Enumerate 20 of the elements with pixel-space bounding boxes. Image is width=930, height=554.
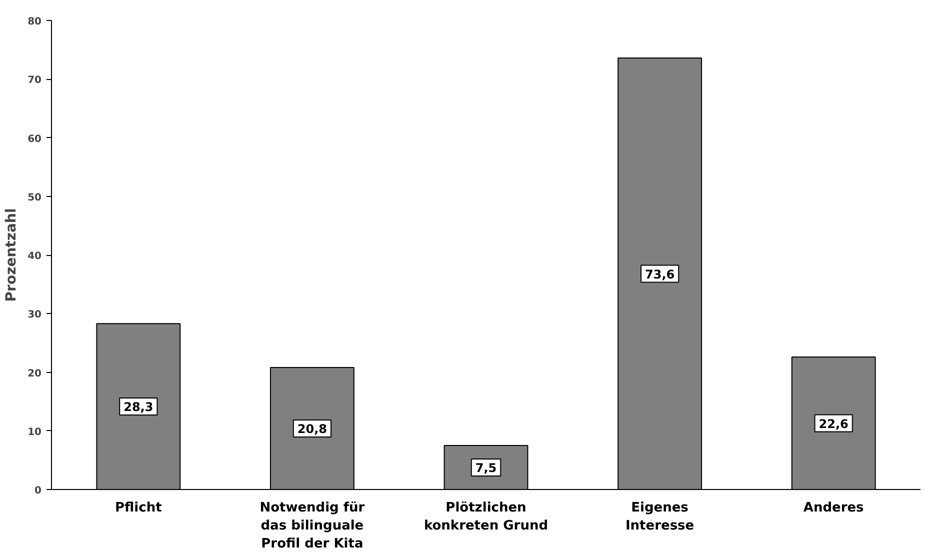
data-label: 20,8 bbox=[297, 422, 328, 436]
y-tick-label: 70 bbox=[28, 75, 42, 86]
y-tick-label: 30 bbox=[28, 310, 42, 321]
y-tick-label: 60 bbox=[28, 134, 42, 145]
y-axis-title: Prozentzahl bbox=[4, 208, 20, 302]
y-tick-label: 40 bbox=[28, 251, 42, 262]
x-tick-label: Eigenes Interesse bbox=[625, 500, 694, 534]
data-label: 22,6 bbox=[818, 416, 848, 431]
data-label: 7,5 bbox=[475, 461, 497, 476]
y-tick-label: 50 bbox=[28, 192, 42, 204]
x-tick-label: Pflicht bbox=[115, 500, 162, 516]
y-tick-label: 0 bbox=[34, 486, 42, 496]
y-tick-label: 20 bbox=[28, 368, 42, 380]
x-tick-label: Plötzlichen konkreten Grund bbox=[424, 500, 548, 534]
x-tick-label: Notwendig für das bilinguale Profil der Kita bbox=[260, 500, 366, 552]
x-tick-label: Anderes bbox=[803, 500, 864, 516]
y-tick-label: 80 bbox=[28, 16, 42, 28]
data-label: 28,3 bbox=[124, 400, 154, 414]
data-label: 73,6 bbox=[644, 267, 675, 282]
y-tick-label: 10 bbox=[28, 426, 42, 438]
